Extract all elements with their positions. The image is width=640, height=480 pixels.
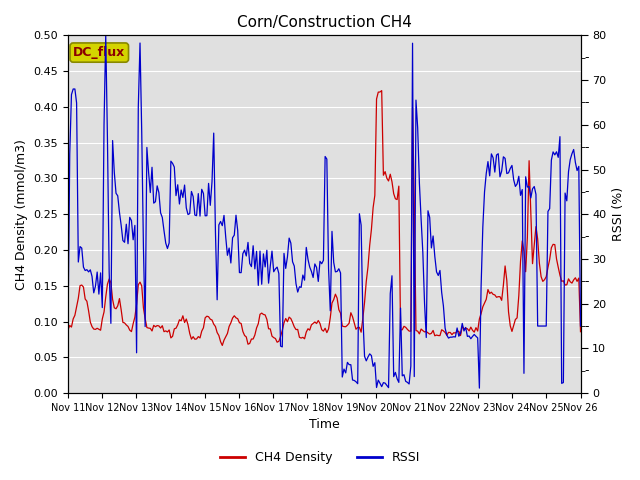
Title: Corn/Construction CH4: Corn/Construction CH4 (237, 15, 412, 30)
Y-axis label: RSSI (%): RSSI (%) (612, 187, 625, 241)
Text: -: - (585, 185, 589, 198)
Text: -: - (585, 96, 589, 109)
Text: -: - (585, 275, 589, 288)
X-axis label: Time: Time (309, 419, 340, 432)
Text: -: - (585, 51, 589, 64)
Text: -: - (585, 141, 589, 154)
Legend: CH4 Density, RSSI: CH4 Density, RSSI (214, 446, 426, 469)
Y-axis label: CH4 Density (mmol/m3): CH4 Density (mmol/m3) (15, 139, 28, 289)
Text: -: - (585, 364, 589, 377)
Text: DC_flux: DC_flux (73, 46, 125, 59)
Text: -: - (585, 230, 589, 243)
Text: -: - (585, 320, 589, 333)
